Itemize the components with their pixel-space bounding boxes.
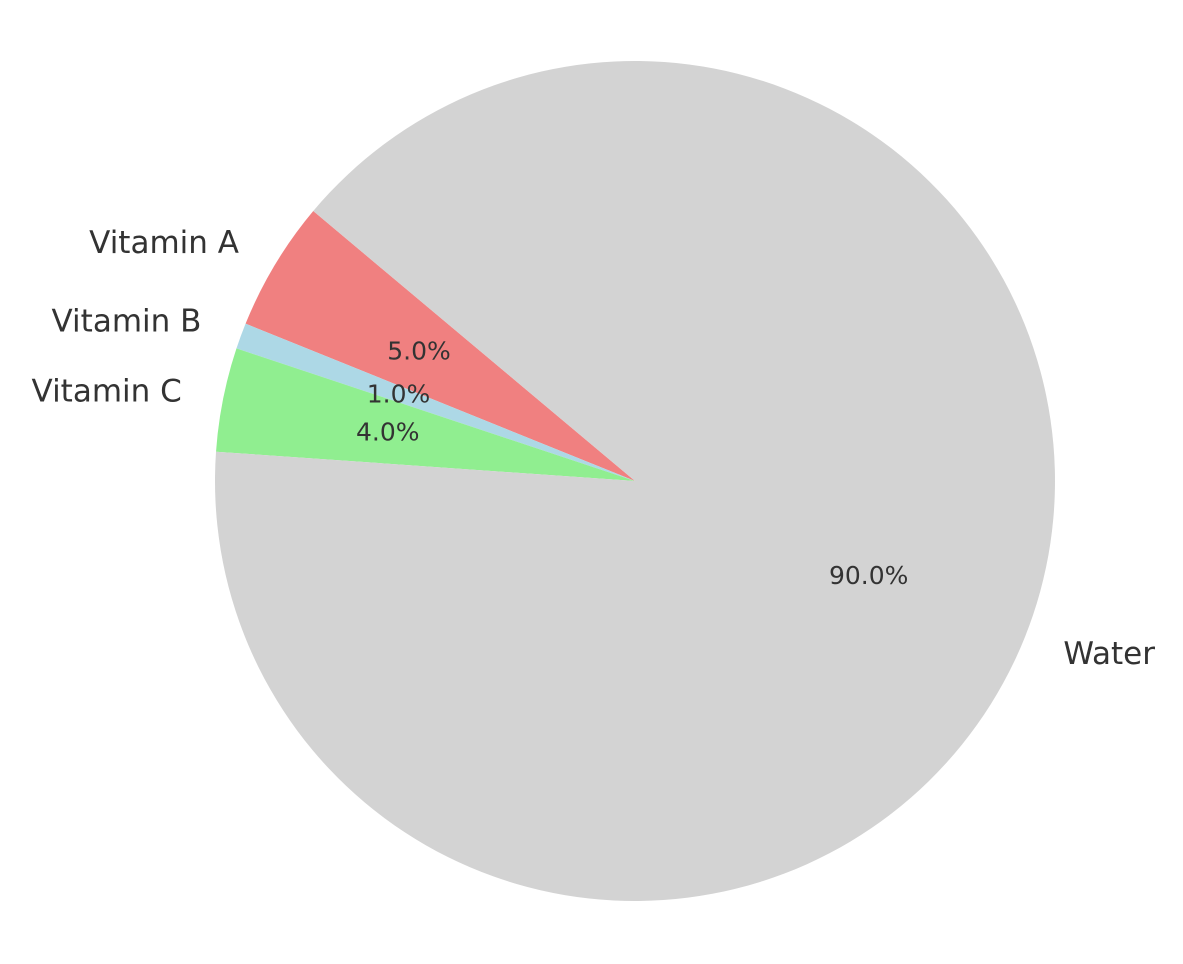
- pie-slices: [214, 61, 1055, 902]
- slice-label: Vitamin B: [52, 303, 202, 339]
- slice-label: Vitamin A: [89, 225, 239, 261]
- pct-label: 90.0%: [829, 561, 908, 590]
- pie-slice-vitamin-a: [245, 211, 635, 481]
- pie-slice-vitamin-c: [216, 348, 635, 481]
- pct-label: 1.0%: [367, 379, 431, 408]
- pct-label: 5.0%: [387, 337, 451, 366]
- pie-labels: 5.0% Vitamin A 1.0% Vitamin B 4.0% Vitamin C 9…: [32, 225, 1156, 672]
- pie-slice-vitamin-b: [236, 323, 635, 481]
- slice-label: Water: [1063, 636, 1155, 672]
- slice-label: Vitamin C: [32, 373, 182, 409]
- pct-label: 4.0%: [356, 418, 420, 447]
- pie-slice-water: [214, 61, 1055, 902]
